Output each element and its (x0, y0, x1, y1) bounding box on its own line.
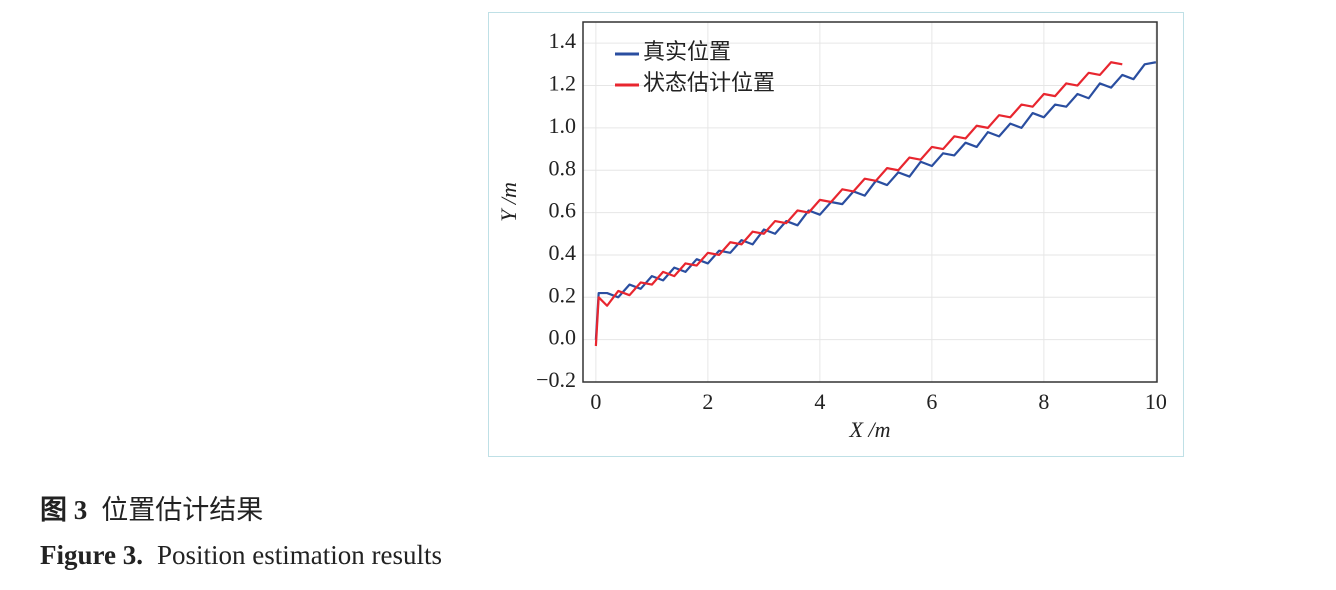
legend-label: 状态估计位置 (643, 70, 775, 95)
figure-frame (488, 12, 1184, 457)
x-tick-label: 0 (590, 389, 601, 414)
x-axis-label: X /m (849, 417, 891, 442)
y-tick-label: 1.2 (549, 71, 577, 96)
caption-zh: 图 3 位置估计结果 (40, 488, 263, 527)
caption-label: 图 3 (40, 495, 88, 525)
x-tick-label: 4 (814, 389, 825, 414)
y-tick-label: 0.2 (549, 282, 577, 307)
y-tick-label: 1.0 (549, 113, 577, 138)
series-line (594, 61, 1157, 340)
y-tick-label: 0.4 (549, 240, 577, 265)
caption-en: Figure 3. Position estimation results (40, 540, 442, 571)
legend-label: 真实位置 (643, 39, 731, 64)
y-tick-label: 0.8 (549, 155, 577, 180)
y-tick-label: 0.6 (549, 198, 577, 223)
caption-text: Position estimation results (157, 540, 443, 570)
x-tick-label: 8 (1038, 389, 1049, 414)
x-tick-label: 2 (702, 389, 713, 414)
y-tick-label: 1.4 (549, 28, 577, 53)
x-tick-label: 10 (1145, 389, 1167, 414)
y-tick-label: −0.2 (536, 367, 576, 392)
y-tick-label: 0.0 (549, 325, 577, 350)
caption-text: 位置估计结果 (101, 495, 264, 525)
x-tick-label: 6 (926, 389, 937, 414)
chart: −0.2 0.0 0.2 0.4 0.6 0.8 1.0 1.2 1.4 0 2 4 6 8 10 X /m Y… (496, 21, 1167, 442)
y-axis-label: Y /m (496, 182, 521, 222)
caption-label: Figure 3. (40, 540, 143, 570)
plot-frame (582, 21, 1158, 383)
